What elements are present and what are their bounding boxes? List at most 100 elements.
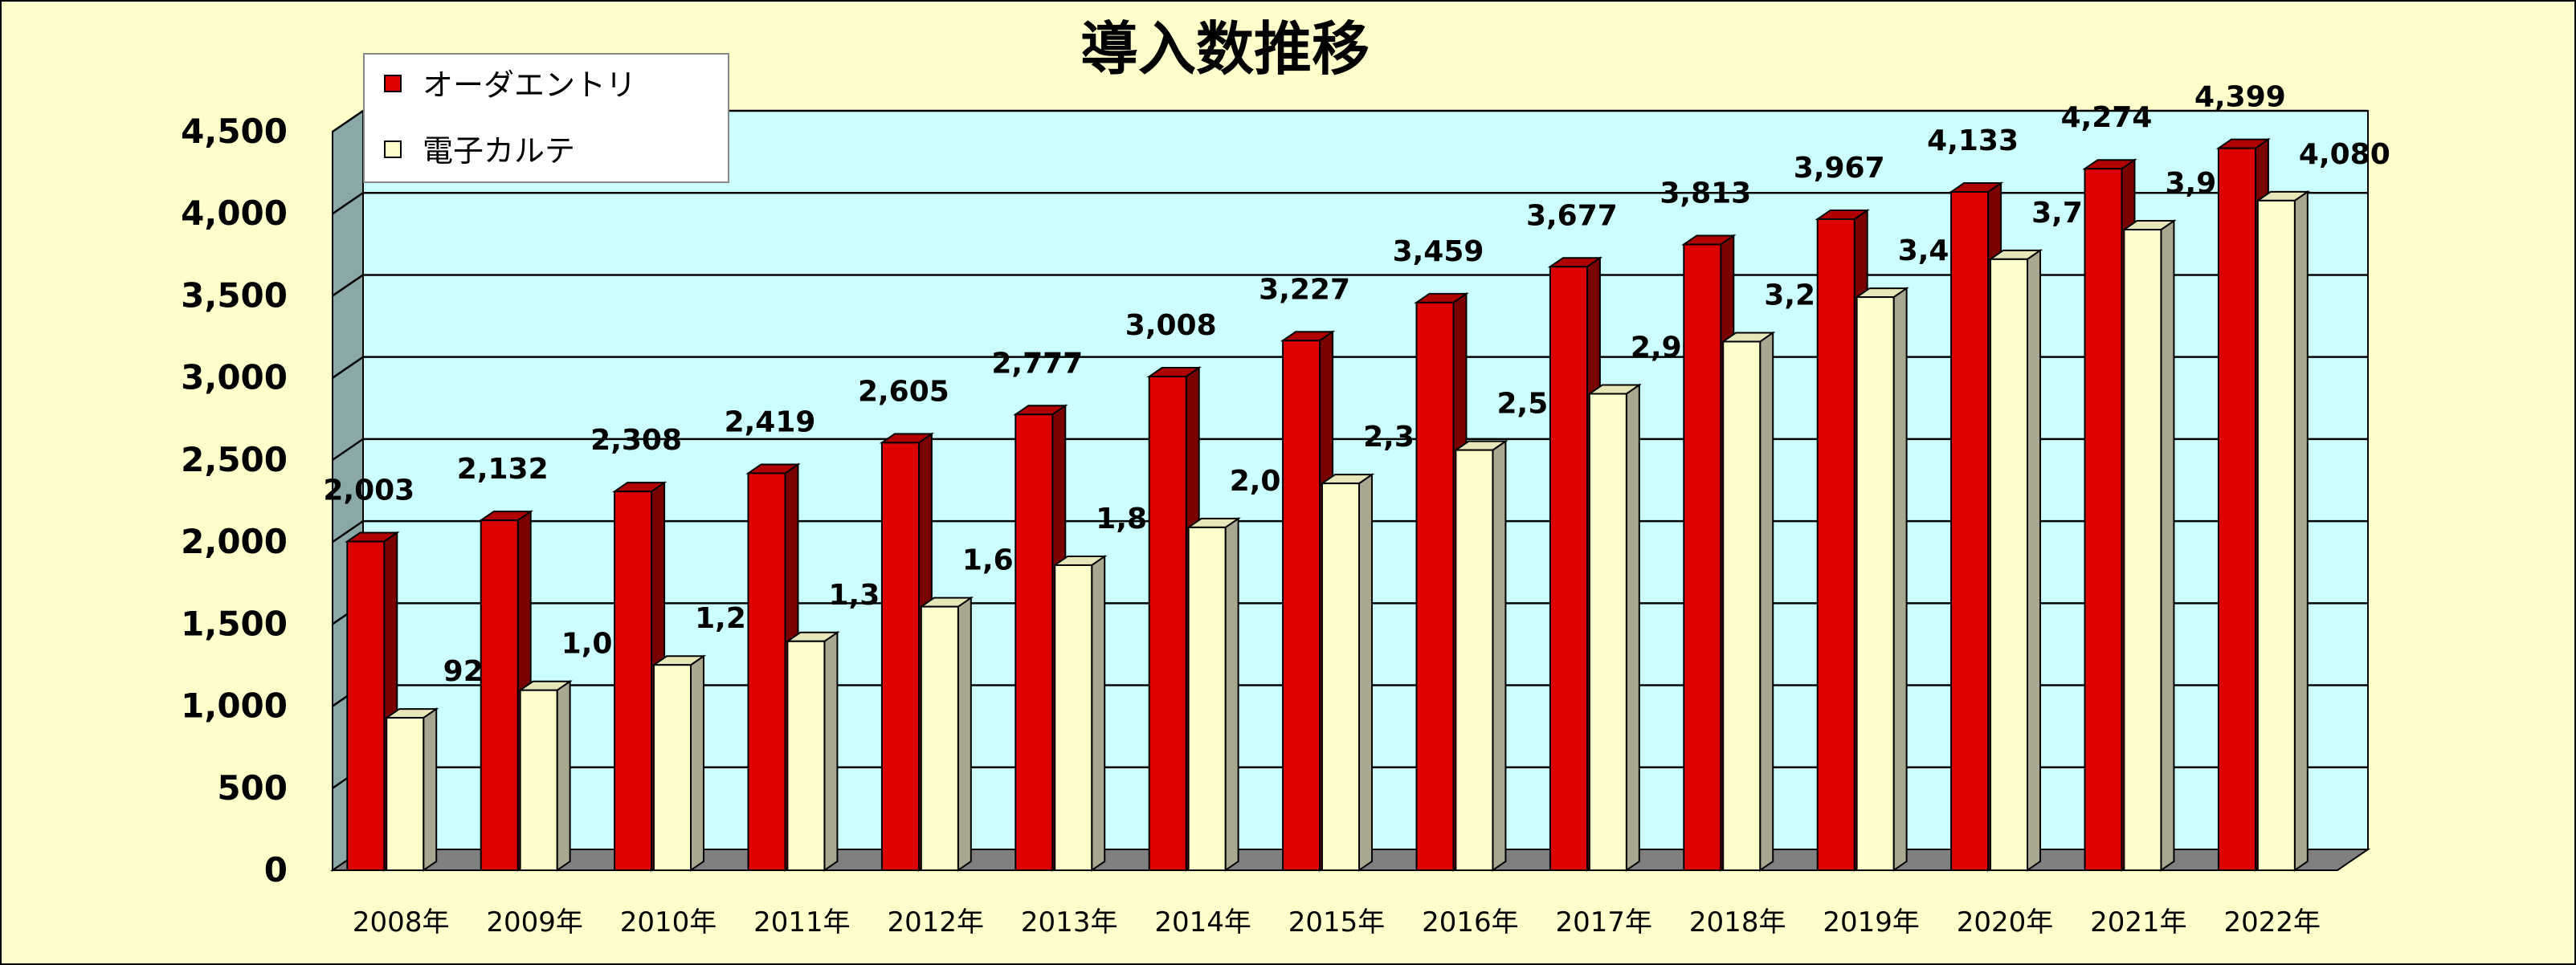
x-tick-label: 2008年	[353, 906, 450, 939]
legend: オーダエントリ 電子カルテ	[363, 53, 729, 183]
bar-order-entry	[1282, 340, 1321, 872]
bar-ehr	[386, 717, 425, 871]
bar-side	[2293, 189, 2309, 872]
data-label: 3,967	[1794, 152, 1885, 185]
bar-side	[823, 630, 839, 872]
x-tick-label: 2018年	[1689, 906, 1786, 939]
bar-order-entry	[1549, 266, 1588, 872]
y-tick-label: 500	[217, 768, 288, 808]
y-tick-label: 2,000	[181, 522, 288, 561]
bar-side	[690, 654, 705, 872]
data-label: 2,419	[725, 405, 816, 438]
gridline-side	[332, 438, 364, 461]
x-tick-label: 2013年	[1021, 906, 1118, 939]
bar-ehr	[1054, 564, 1093, 872]
bar-ehr	[519, 689, 558, 871]
x-tick-label: 2014年	[1154, 906, 1251, 939]
y-tick-label: 4,000	[181, 193, 288, 233]
data-label: 2,132	[457, 453, 549, 486]
y-tick-label: 3,000	[181, 358, 288, 397]
x-tick-label: 2011年	[753, 906, 851, 939]
bar-side	[1358, 473, 1374, 872]
bar-order-entry	[614, 491, 653, 871]
x-tick-label: 2016年	[1422, 906, 1519, 939]
bar-side	[1625, 383, 1640, 872]
data-label: 4,399	[2194, 81, 2286, 114]
bar-side	[1224, 517, 1239, 872]
x-tick-label: 2012年	[888, 906, 985, 939]
bar-side	[1091, 555, 1106, 872]
gridline-side	[332, 109, 364, 133]
bar-ehr	[2256, 199, 2296, 872]
gridline-side	[332, 192, 364, 215]
bar-order-entry	[880, 442, 920, 871]
bar-side	[1892, 287, 1908, 872]
bar-ehr	[1455, 449, 1494, 871]
gridline-side	[332, 520, 364, 544]
y-tick-label: 1,500	[181, 604, 288, 643]
data-label: 3,008	[1125, 309, 1217, 342]
bar-order-entry	[1415, 301, 1455, 871]
bar-ehr	[1722, 340, 1762, 871]
bar-order-entry	[346, 540, 386, 872]
bar-side	[1759, 331, 1774, 872]
data-label: 4,133	[1927, 124, 2019, 157]
data-label: 2,003	[323, 474, 414, 507]
x-tick-label: 2021年	[2090, 906, 2187, 939]
y-tick-label: 2,500	[181, 440, 288, 479]
bar-side	[423, 707, 438, 872]
data-label: 4,080	[2299, 138, 2390, 171]
data-label: 3,227	[1259, 273, 1350, 306]
bar-order-entry	[1683, 243, 1722, 872]
x-tick-label: 2017年	[1556, 906, 1653, 939]
y-tick-label: 3,500	[181, 275, 288, 315]
legend-swatch-ehr	[384, 140, 402, 158]
data-label: 2,308	[590, 424, 682, 457]
x-tick-label: 2015年	[1288, 906, 1386, 939]
bar-ehr	[1855, 296, 1895, 871]
legend-swatch-order-entry	[384, 75, 402, 92]
bar-order-entry	[2217, 147, 2256, 872]
x-tick-label: 2019年	[1823, 906, 1920, 939]
bar-order-entry	[1014, 413, 1054, 871]
bar-ehr	[2123, 229, 2162, 871]
bar-side	[2160, 219, 2175, 872]
data-label: 3,459	[1393, 235, 1484, 268]
y-tick-label: 0	[264, 850, 288, 890]
legend-label-ehr: 電子カルテ	[423, 133, 576, 169]
y-tick-label: 1,000	[181, 686, 288, 726]
data-label: 3,677	[1526, 199, 1618, 232]
bar-order-entry	[747, 472, 786, 872]
x-tick-label: 2009年	[486, 906, 583, 939]
legend-label-order-entry: オーダエントリ	[423, 67, 637, 103]
bar-ehr	[1990, 258, 2029, 871]
bar-ehr	[1588, 393, 1627, 871]
bar-ehr	[1321, 482, 1361, 871]
y-tick-label: 4,500	[181, 112, 288, 151]
bar-side	[957, 596, 972, 872]
data-label: 2,605	[858, 375, 949, 408]
bar-side	[556, 679, 571, 872]
bar-order-entry	[2084, 168, 2123, 871]
bar-ehr	[653, 664, 692, 871]
chart-title: 導入数推移	[1080, 15, 1370, 83]
data-label: 3,813	[1659, 177, 1751, 210]
bar-ehr	[1187, 526, 1227, 871]
x-tick-label: 2022年	[2224, 906, 2321, 939]
data-label: 4,274	[2061, 101, 2153, 134]
bar-side	[1492, 439, 1507, 872]
bar-ehr	[920, 605, 959, 871]
bar-side	[2027, 248, 2042, 872]
legend-item-order-entry: オーダエントリ	[384, 67, 637, 103]
gridline-side	[332, 274, 364, 297]
gridline-side	[332, 356, 364, 379]
bar-ehr	[786, 640, 826, 871]
bar-order-entry	[1148, 376, 1187, 871]
x-tick-label: 2020年	[1957, 906, 2054, 939]
bar-order-entry	[1816, 218, 1855, 872]
x-tick-label: 2010年	[620, 906, 717, 939]
data-label: 2,777	[991, 347, 1083, 380]
bar-order-entry	[480, 519, 519, 871]
